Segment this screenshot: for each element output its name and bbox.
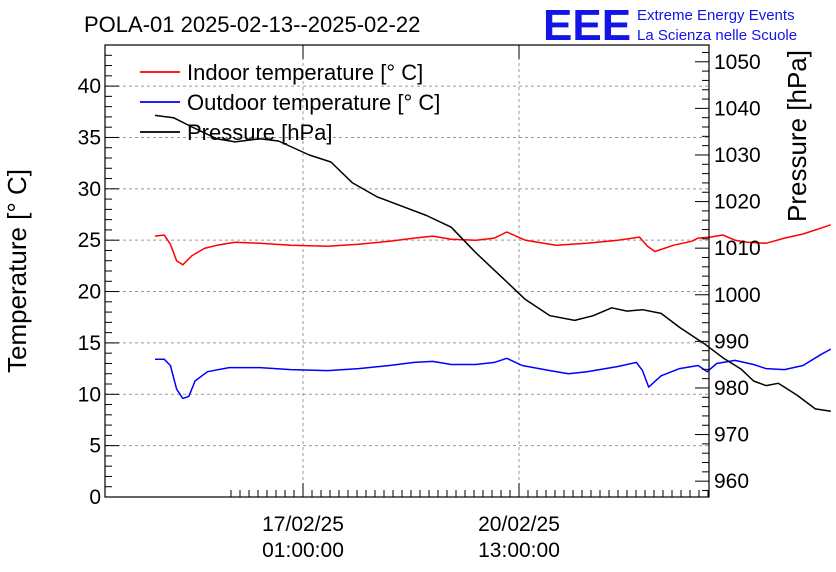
x-tick-time: 01:00:00 <box>262 539 344 562</box>
legend: Indoor temperature [° C] Outdoor temperat… <box>140 60 440 145</box>
eee-logo: EEE <box>543 1 631 50</box>
legend-label: Outdoor temperature [° C] <box>187 90 440 115</box>
right-tick-label: 1010 <box>714 237 761 260</box>
right-tick-label: 1000 <box>714 284 761 307</box>
right-tick-label: 1050 <box>714 51 761 74</box>
x-tick-date: 17/02/25 <box>262 513 344 536</box>
x-tick-date: 20/02/25 <box>478 513 560 536</box>
left-tick-label: 5 <box>89 435 101 458</box>
x-tick-time: 13:00:00 <box>478 539 560 562</box>
legend-label: Indoor temperature [° C] <box>187 60 423 85</box>
right-axis-title: Pressure [hPa] <box>782 50 812 222</box>
right-tick-label: 1020 <box>714 191 761 214</box>
left-tick-label: 10 <box>78 383 101 406</box>
grid-lines <box>105 45 709 497</box>
series-line-1 <box>155 348 832 400</box>
axis-ticks <box>105 44 709 498</box>
chart-title: POLA-01 2025-02-13--2025-02-22 <box>84 12 420 37</box>
legend-label: Pressure [hPa] <box>187 120 333 145</box>
right-tick-label: 1030 <box>714 144 761 167</box>
left-tick-label: 30 <box>78 178 101 201</box>
right-tick-label: 1040 <box>714 97 761 120</box>
left-axis-tick-labels: 0 5 10 15 20 25 30 35 40 <box>78 75 101 509</box>
logo-subtitle-line2: La Scienza nelle Scuole <box>637 27 797 44</box>
series-line-2 <box>154 114 831 413</box>
left-tick-label: 25 <box>78 229 101 252</box>
right-tick-label: 980 <box>714 377 749 400</box>
left-tick-label: 35 <box>78 126 101 149</box>
left-tick-label: 40 <box>78 75 101 98</box>
left-tick-label: 0 <box>89 486 101 509</box>
right-tick-label: 970 <box>714 424 749 447</box>
x-axis-tick-labels: 17/02/25 01:00:00 20/02/25 13:00:00 <box>262 513 560 562</box>
right-tick-label: 990 <box>714 330 749 353</box>
series-group <box>154 114 832 413</box>
right-axis-tick-labels: 960 970 980 990 1000 1010 1020 1030 1040 1050 <box>714 51 761 493</box>
left-tick-label: 15 <box>78 332 101 355</box>
right-tick-label: 960 <box>714 470 749 493</box>
left-axis-title: Temperature [° C] <box>2 169 32 373</box>
logo-subtitle-line1: Extreme Energy Events <box>637 7 795 24</box>
left-tick-label: 20 <box>78 281 101 304</box>
series-line-0 <box>154 224 832 266</box>
